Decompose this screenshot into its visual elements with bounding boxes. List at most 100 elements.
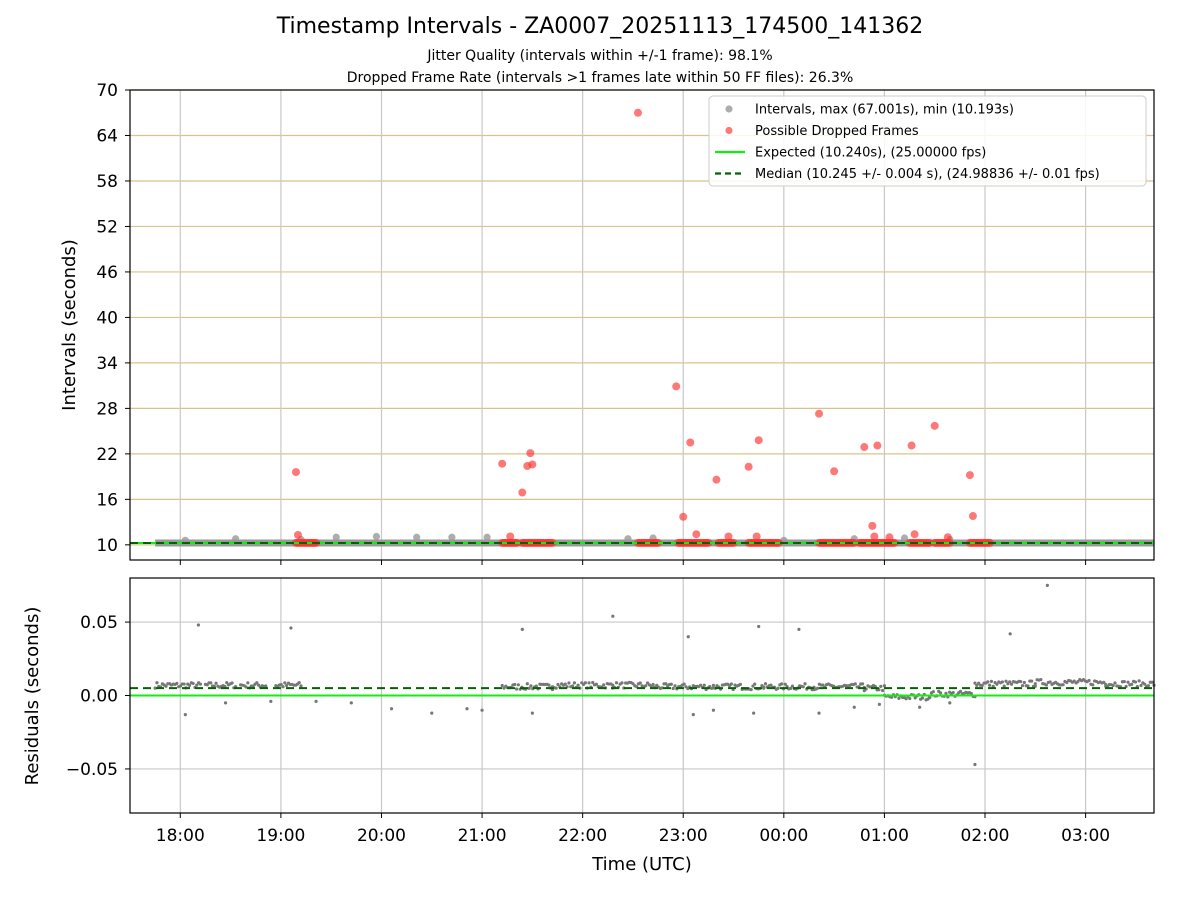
- dropped-frame-point: [873, 441, 882, 450]
- residual-point: [879, 684, 883, 689]
- residual-point: [527, 686, 531, 690]
- dropped-frame-point: [679, 512, 688, 521]
- residual-point: [1150, 680, 1154, 684]
- residual-point: [525, 682, 529, 686]
- top-y-tick-label: 16: [96, 490, 118, 510]
- bottom-y-tick-label: −0.05: [66, 760, 118, 780]
- residual-point: [620, 681, 624, 685]
- x-tick-label: 01:00: [860, 826, 909, 846]
- residual-point: [817, 711, 821, 715]
- residual-point: [155, 681, 159, 685]
- residual-point: [1143, 682, 1147, 686]
- dropped-frame-point: [752, 532, 761, 541]
- dropped-frame-point: [506, 532, 515, 541]
- top-y-tick-label: 58: [96, 172, 118, 192]
- residual-point: [314, 699, 318, 703]
- dropped-frame-point: [526, 449, 535, 458]
- residual-point: [175, 681, 179, 685]
- top-y-tick-label: 64: [96, 126, 118, 146]
- residual-point: [1019, 680, 1023, 684]
- residual-point: [973, 681, 977, 685]
- residual-point: [269, 699, 273, 703]
- residual-point: [299, 684, 303, 688]
- residual-point: [611, 683, 615, 687]
- dropped-frame-point: [291, 468, 300, 477]
- residual-point: [230, 681, 234, 685]
- interval-point: [624, 535, 632, 543]
- legend-box: [708, 95, 1147, 187]
- residual-point: [673, 684, 677, 688]
- residual-point: [349, 701, 353, 705]
- dropped-frame-point: [712, 475, 721, 484]
- residual-point: [877, 702, 881, 706]
- residual-point: [789, 686, 793, 690]
- dropped-frame-point: [518, 488, 527, 497]
- residual-point: [1044, 683, 1049, 687]
- top-y-tick-label: 34: [96, 354, 118, 374]
- residual-point: [631, 682, 635, 686]
- legend-label: Expected (10.240s), (25.00000 fps): [755, 146, 986, 161]
- legend-label: Possible Dropped Frames: [755, 124, 919, 139]
- residual-point: [602, 683, 606, 687]
- residual-point: [783, 682, 787, 686]
- residual-point: [644, 684, 648, 688]
- residual-point: [1146, 684, 1151, 688]
- residual-point: [1002, 684, 1006, 688]
- residual-point: [860, 682, 865, 686]
- residual-point: [1122, 679, 1126, 684]
- residual-point: [918, 705, 922, 709]
- residual-point: [763, 682, 768, 686]
- residual-point: [591, 680, 595, 685]
- x-tick-label: 00:00: [759, 826, 808, 846]
- residual-point: [995, 682, 999, 686]
- residual-point: [1113, 681, 1117, 685]
- residual-point: [500, 683, 504, 688]
- bottom-plot-axes: −0.05 0.00 0.05 18:00 19:00 20:00 21:00 22:00 23…: [66, 613, 1110, 846]
- residual-point: [1076, 680, 1080, 684]
- residual-point: [153, 686, 157, 690]
- residual-point: [790, 684, 795, 688]
- residual-point: [281, 685, 285, 689]
- residual-point: [702, 683, 706, 687]
- residual-point: [214, 681, 218, 685]
- interval-point: [372, 532, 381, 541]
- residual-point: [1008, 632, 1012, 636]
- residual-point: [529, 684, 533, 688]
- residual-point: [752, 711, 756, 715]
- dropped-frame-point: [293, 530, 302, 539]
- x-axis-label: Time (UTC): [591, 854, 692, 875]
- dropped-frame-point: [860, 443, 869, 452]
- residual-point: [651, 683, 655, 687]
- residual-point: [1087, 678, 1091, 683]
- interval-point: [900, 534, 909, 542]
- residual-point: [1111, 683, 1115, 688]
- top-y-tick-label: 10: [96, 536, 118, 556]
- bottom-y-axis-label: Residuals (seconds): [22, 607, 43, 786]
- residual-point: [534, 684, 538, 688]
- dropped-frame-point: [885, 533, 894, 542]
- residual-point: [1039, 677, 1043, 682]
- top-y-tick-label: 22: [96, 445, 118, 465]
- residual-point: [554, 686, 558, 690]
- chart-title: Timestamp Intervals - ZA0007_20251113_17…: [276, 14, 924, 39]
- residual-point: [691, 712, 695, 717]
- residual-point: [255, 681, 259, 685]
- residual-point: [195, 683, 199, 687]
- bottom-y-tick-label: 0.05: [80, 613, 118, 633]
- x-tick-label: 20:00: [357, 826, 406, 846]
- residual-point: [816, 686, 820, 690]
- dropped-frame-point: [724, 532, 733, 541]
- residual-point: [1061, 683, 1065, 687]
- residual-point: [196, 623, 201, 627]
- residual-point: [547, 683, 551, 687]
- dropped-frame-point: [965, 471, 974, 480]
- residual-point: [882, 684, 887, 688]
- interval-point: [332, 533, 340, 541]
- residual-point: [187, 683, 192, 688]
- residual-point: [514, 687, 519, 691]
- residual-point: [980, 683, 984, 687]
- legend-label: Median (10.245 +/- 0.004 s), (24.98836 +…: [755, 167, 1100, 182]
- residual-point: [183, 712, 187, 717]
- residual-point: [686, 635, 690, 639]
- residual-point: [611, 614, 615, 618]
